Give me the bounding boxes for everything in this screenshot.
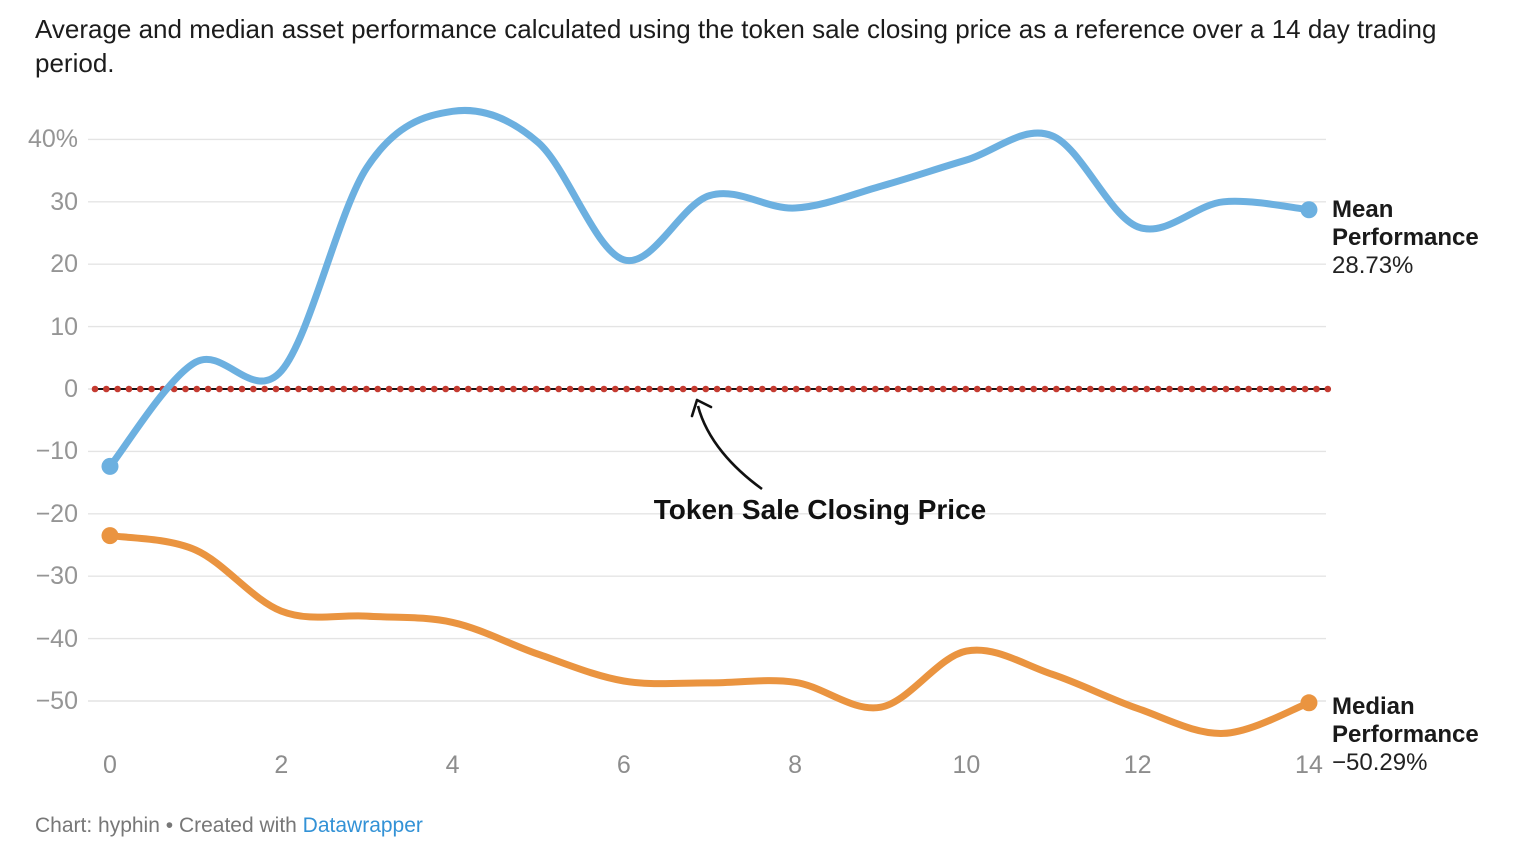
mean-series-end-label: Mean Performance 28.73%	[1332, 196, 1517, 280]
datawrapper-link[interactable]: Datawrapper	[302, 814, 423, 837]
y-axis-tick-label: −10	[35, 437, 78, 466]
chart-title: Average and median asset performance cal…	[35, 14, 1437, 79]
y-axis-tick-label: 30	[50, 187, 78, 216]
median-series-name: Median Performance	[1332, 693, 1479, 748]
annotation-arrowhead	[690, 398, 713, 418]
y-axis-tick-label: −30	[35, 562, 78, 591]
y-axis-tick-label: 40%	[27, 125, 78, 154]
reference-line-annotation: Token Sale Closing Price	[653, 494, 987, 525]
median-line-start-dot	[101, 527, 119, 545]
x-axis-tick-label: 6	[616, 751, 631, 779]
mean-line-end-dot	[1300, 201, 1318, 219]
mean-line-start-dot	[101, 457, 119, 475]
x-axis-tick-label: 4	[445, 751, 460, 779]
x-axis-tick-label: 10	[952, 751, 981, 779]
y-axis-tick-label: 10	[50, 312, 78, 341]
x-axis-tick-label: 0	[103, 751, 117, 779]
median-line-end-dot	[1300, 694, 1318, 712]
median-series-end-label: Median Performance −50.29%	[1332, 693, 1517, 777]
y-axis-tick-label: −50	[35, 687, 78, 715]
footer-created-with: Created with	[178, 814, 303, 837]
median-series-value: −50.29%	[1332, 749, 1428, 776]
x-axis-tick-label: 2	[274, 751, 289, 779]
mean-line	[106, 107, 1313, 470]
mean-series-name: Mean Performance	[1332, 196, 1479, 251]
mean-series-value: 28.73%	[1332, 252, 1414, 279]
footer-separator: •	[159, 814, 179, 837]
x-axis-tick-label: 12	[1123, 751, 1152, 779]
footer-credit: Chart: hyphin	[35, 814, 160, 837]
y-axis-tick-label: 20	[50, 250, 78, 279]
chart-footer: Chart: hyphin • Created with Datawrapper	[35, 814, 423, 838]
median-line	[106, 532, 1313, 737]
y-axis-tick-label: 0	[64, 375, 78, 403]
annotation-arrow	[696, 405, 763, 491]
x-axis-tick-label: 14	[1295, 751, 1323, 779]
x-axis-tick-label: 8	[788, 751, 803, 779]
y-axis-tick-label: −20	[35, 499, 78, 528]
y-axis-tick-label: −40	[35, 624, 78, 653]
